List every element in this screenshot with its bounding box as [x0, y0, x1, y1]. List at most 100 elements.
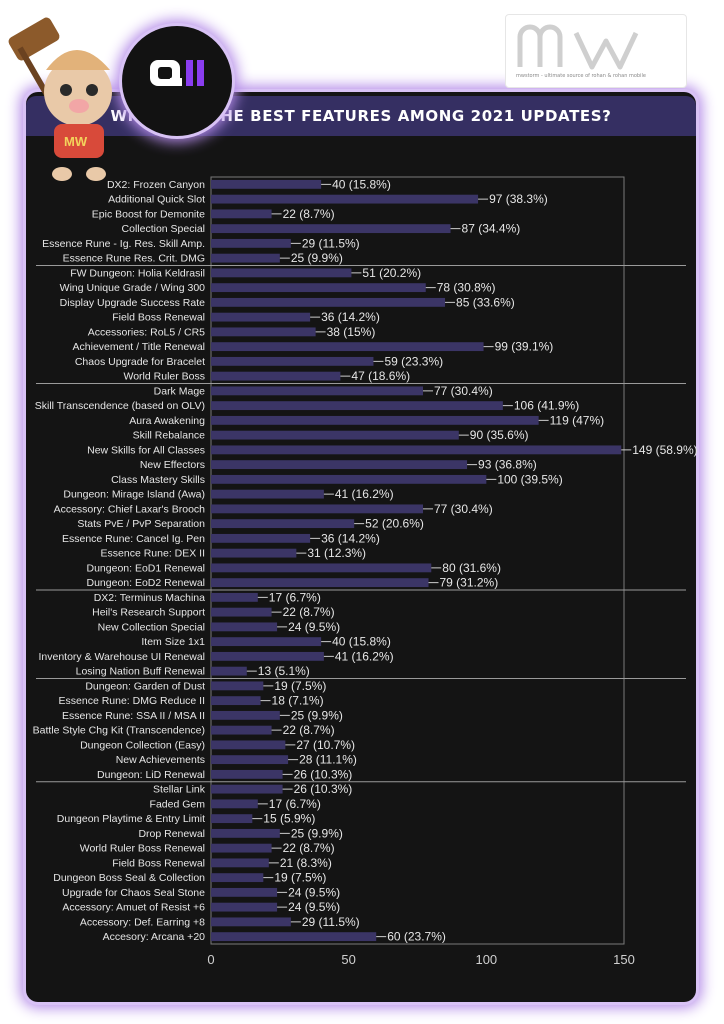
- bar: [211, 474, 487, 484]
- value-label: 51 (20.2%): [362, 266, 421, 280]
- category-label: World Ruler Boss: [124, 371, 206, 383]
- category-label: Accessory: Def. Earring +8: [80, 916, 205, 928]
- bar: [211, 755, 289, 765]
- value-label: 85 (33.6%): [456, 295, 515, 309]
- x-tick-label: 0: [207, 952, 214, 967]
- category-label: Class Mastery Skills: [111, 474, 205, 486]
- category-label: Accessory: Amuet of Resist +6: [62, 902, 205, 914]
- category-label: Dungeon: Garden of Dust: [85, 680, 205, 692]
- bar: [211, 253, 280, 263]
- category-label: Collection Special: [122, 223, 205, 235]
- category-label: Achievement / Title Renewal: [73, 341, 205, 353]
- category-label: Battle Style Chg Kit (Transcendence): [33, 725, 205, 737]
- value-label: 80 (31.6%): [442, 561, 501, 575]
- value-label: 29 (11.5%): [302, 915, 360, 929]
- bar: [211, 578, 429, 588]
- value-label: 38 (15%): [327, 325, 376, 339]
- chart-card: [26, 92, 696, 1002]
- value-label: 25 (9.9%): [291, 251, 343, 265]
- bar: [211, 548, 297, 558]
- bar: [211, 858, 269, 868]
- value-label: 25 (9.9%): [291, 708, 343, 722]
- category-label: Dungeon Playtime & Entry Limit: [57, 813, 205, 825]
- value-label: 13 (5.1%): [258, 664, 310, 678]
- bar: [211, 651, 324, 661]
- category-label: Wing Unique Grade / Wing 300: [60, 282, 205, 294]
- bar: [211, 371, 341, 381]
- category-label: Dungeon Collection (Easy): [80, 739, 205, 751]
- category-label: Stats PvE / PvP Separation: [77, 518, 205, 530]
- value-label: 79 (31.2%): [440, 576, 499, 590]
- value-label: 29 (11.5%): [302, 236, 360, 250]
- category-label: Upgrade for Chaos Seal Stone: [62, 887, 205, 899]
- value-label: 24 (9.5%): [288, 620, 340, 634]
- value-label: 36 (14.2%): [321, 310, 380, 324]
- value-label: 26 (10.3%): [294, 767, 353, 781]
- value-label: 41 (16.2%): [335, 487, 394, 501]
- category-label: Skill Rebalance: [133, 430, 206, 442]
- x-tick-label: 100: [475, 952, 497, 967]
- value-label: 27 (10.7%): [296, 738, 355, 752]
- bar: [211, 401, 503, 411]
- bar: [211, 194, 479, 204]
- bar: [211, 356, 374, 366]
- bar: [211, 297, 446, 307]
- value-label: 40 (15.8%): [332, 177, 391, 191]
- value-label: 31 (12.3%): [307, 546, 366, 560]
- category-label: Aura Awakening: [129, 415, 205, 427]
- bar: [211, 209, 272, 219]
- category-label: New Collection Special: [98, 621, 205, 633]
- category-label: Drop Renewal: [138, 828, 205, 840]
- value-label: 21 (8.3%): [280, 856, 332, 870]
- value-label: 22 (8.7%): [283, 841, 335, 855]
- value-label: 77 (30.4%): [434, 502, 493, 516]
- category-label: Dungeon: Mirage Island (Awa): [63, 489, 205, 501]
- category-label: DX2: Terminus Machina: [94, 592, 205, 604]
- category-label: New Effectors: [140, 459, 205, 471]
- bar: [211, 932, 377, 942]
- bar: [211, 769, 283, 779]
- category-label: Heil's Research Support: [92, 607, 205, 619]
- value-label: 41 (16.2%): [335, 649, 394, 663]
- value-label: 24 (9.5%): [288, 900, 340, 914]
- value-label: 106 (41.9%): [514, 399, 579, 413]
- bar: [211, 519, 355, 529]
- bar: [211, 592, 258, 602]
- value-label: 18 (7.1%): [272, 694, 324, 708]
- bar: [211, 268, 352, 278]
- bar: [211, 415, 539, 425]
- bar: [211, 622, 278, 632]
- category-label: FW Dungeon: Holia Keldrasil: [70, 267, 205, 279]
- bar: [211, 917, 291, 927]
- category-label: DX2: Frozen Canyon: [107, 179, 205, 191]
- category-label: Display Upgrade Success Rate: [60, 297, 205, 309]
- bar: [211, 179, 322, 189]
- brand-tagline: mwstorm - ultimate source of rohan & roh…: [516, 73, 646, 79]
- bar: [211, 681, 264, 691]
- category-label: Essence Rune: DMG Reduce II: [59, 695, 205, 707]
- bar: [211, 563, 432, 573]
- category-label: Skill Transcendence (based on OLV): [35, 400, 205, 412]
- category-label: Dungeon: EoD1 Renewal: [87, 562, 206, 574]
- category-label: Stellar Link: [153, 784, 206, 796]
- value-label: 47 (18.6%): [351, 369, 410, 383]
- bar: [211, 696, 261, 706]
- mascot-icon: MW: [8, 17, 112, 181]
- value-label: 22 (8.7%): [283, 207, 335, 221]
- value-label: 28 (11.1%): [299, 753, 357, 767]
- category-label: Dungeon: LiD Renewal: [97, 769, 205, 781]
- category-label: Inventory & Warehouse UI Renewal: [38, 651, 205, 663]
- category-label: Losing Nation Buff Renewal: [76, 666, 205, 678]
- bar: [211, 828, 280, 838]
- category-label: Chaos Upgrade for Bracelet: [75, 356, 205, 368]
- value-label: 99 (39.1%): [495, 340, 554, 354]
- bar: [211, 710, 280, 720]
- bar: [211, 238, 291, 248]
- value-label: 93 (36.8%): [478, 458, 537, 472]
- category-label: Dark Mage: [154, 385, 206, 397]
- value-label: 59 (23.3%): [384, 354, 443, 368]
- value-label: 24 (9.5%): [288, 885, 340, 899]
- bar: [211, 607, 272, 617]
- value-label: 17 (6.7%): [269, 797, 321, 811]
